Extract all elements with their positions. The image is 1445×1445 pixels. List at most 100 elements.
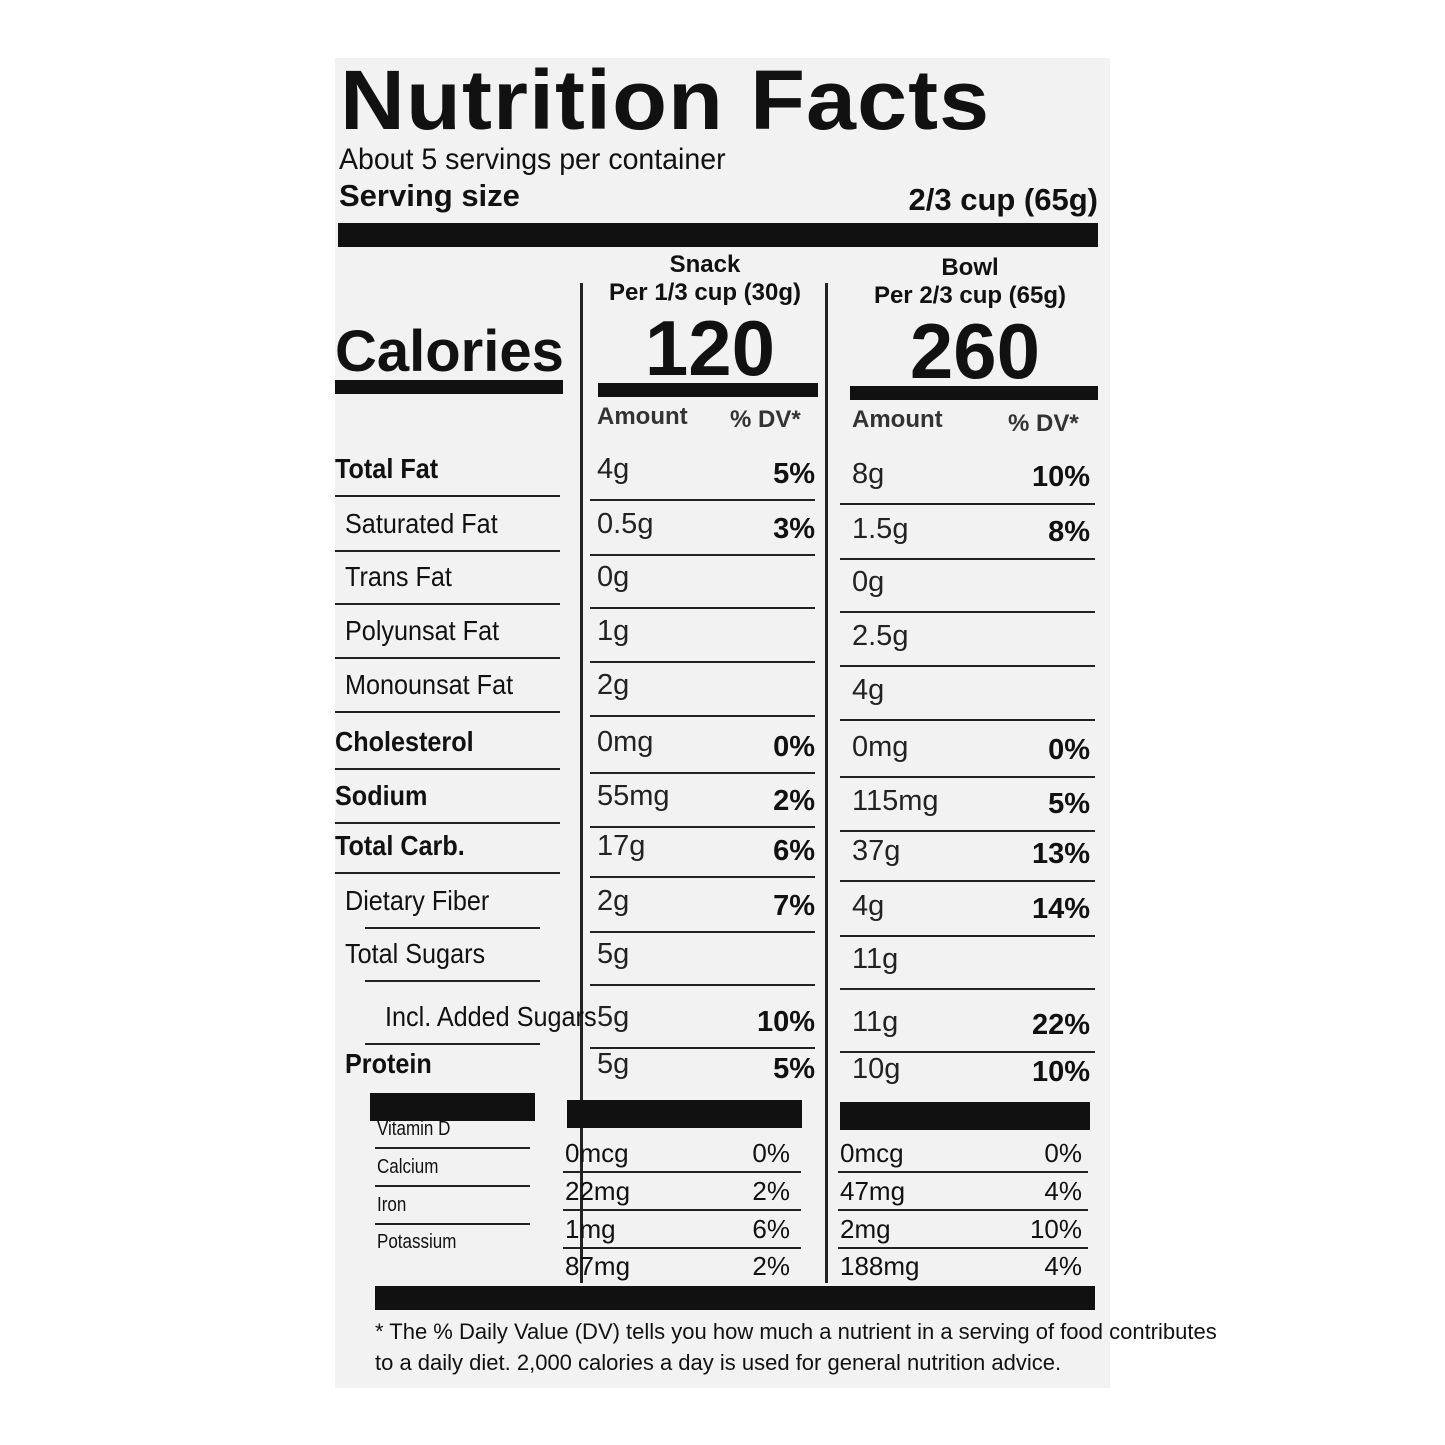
snack-dv-header: % DV* (730, 406, 801, 433)
snack-vitamin-dv: 6% (752, 1214, 790, 1244)
nutrient-label: Cholesterol (335, 726, 474, 757)
calories-label: Calories (335, 319, 564, 384)
snack-dv: 0% (773, 731, 815, 763)
vitamin-label: Vitamin D (377, 1118, 451, 1140)
snack-calories: 120 (644, 304, 776, 392)
snack-amount: 55mg (597, 780, 670, 812)
row-divider (335, 768, 560, 770)
row-divider (365, 927, 540, 929)
snack-dv: 2% (773, 785, 815, 817)
snack-dv: 10% (756, 1006, 815, 1038)
row-divider (563, 1171, 801, 1173)
row-divider (365, 980, 540, 982)
snack-name: Snack (669, 251, 741, 278)
row-divider (590, 876, 815, 878)
row-divider (840, 1051, 1095, 1053)
column-divider (825, 283, 828, 1283)
vitamin-label: Potassium (377, 1231, 457, 1253)
row-divider (375, 1147, 530, 1149)
bowl-header: Bowl Per 2/3 cup (65g) (845, 254, 1095, 310)
row-divider (365, 1043, 540, 1045)
row-divider (590, 931, 815, 933)
bowl-calories: 260 (909, 307, 1041, 395)
snack-amount: 4g (597, 453, 630, 485)
snack-vitamin-dv: 2% (752, 1251, 790, 1281)
nutrient-label: Polyunsat Fat (345, 615, 500, 646)
footnote-divider (375, 1286, 1095, 1310)
thick-divider (338, 223, 1098, 247)
vitamin-label: Calcium (377, 1156, 439, 1178)
snack-amount: 5g (597, 938, 630, 970)
snack-amount: 5g (597, 1048, 630, 1080)
bowl-dv: 8% (1048, 516, 1090, 548)
snack-vitamin-dv: 2% (752, 1176, 790, 1206)
nutrient-label: Sodium (335, 780, 428, 811)
column-divider (580, 283, 583, 1283)
row-divider (335, 603, 560, 605)
row-divider (590, 499, 815, 501)
row-divider (840, 935, 1095, 937)
bowl-amount: 11g (852, 1006, 899, 1038)
row-divider (840, 611, 1095, 613)
row-divider (840, 988, 1095, 990)
row-divider (590, 984, 815, 986)
row-divider (590, 772, 815, 774)
snack-amount: 5g (597, 1001, 630, 1033)
snack-vitamin-amount: 22mg (565, 1176, 631, 1206)
snack-dv: 7% (773, 890, 815, 922)
bowl-amount: 1.5g (852, 513, 909, 545)
row-divider (375, 1185, 530, 1187)
bowl-vitamin-dv: 10% (1029, 1214, 1082, 1244)
nutrient-label: Saturated Fat (345, 508, 498, 539)
nutrient-label: Incl. Added Sugars (385, 1001, 597, 1032)
bowl-vitamin-dv: 0% (1044, 1138, 1082, 1168)
row-divider (840, 719, 1095, 721)
calories-divider (850, 386, 1098, 400)
bowl-name: Bowl (941, 254, 999, 281)
vitamins-divider (370, 1093, 535, 1121)
bowl-vitamin-amount: 47mg (840, 1176, 906, 1206)
snack-dv: 3% (773, 513, 815, 545)
snack-amount: 17g (597, 830, 646, 862)
bowl-vitamin-amount: 188mg (840, 1251, 920, 1281)
bowl-amount: 8g (852, 458, 885, 490)
row-divider (838, 1247, 1088, 1249)
row-divider (590, 826, 815, 828)
row-divider (590, 554, 815, 556)
bowl-amount: 115mg (852, 785, 939, 817)
nutrient-label: Protein (345, 1048, 432, 1079)
snack-dv: 5% (773, 1053, 815, 1085)
calories-divider (598, 383, 818, 397)
row-divider (335, 495, 560, 497)
nutrient-label: Total Fat (335, 453, 439, 484)
vitamins-divider (567, 1100, 802, 1128)
footnote-line-2: to a daily diet. 2,000 calories a day is… (375, 1350, 1062, 1375)
bowl-amount: 0g (852, 566, 885, 598)
row-divider (838, 1171, 1088, 1173)
row-divider (335, 872, 560, 874)
snack-amount: 2g (597, 669, 630, 701)
row-divider (563, 1209, 801, 1211)
nutrient-label: Monounsat Fat (345, 669, 514, 700)
footnote-line-1: * The % Daily Value (DV) tells you how m… (375, 1319, 1217, 1344)
bowl-dv: 0% (1048, 734, 1090, 766)
snack-dv: 6% (773, 835, 815, 867)
bowl-amount-header: Amount (852, 406, 943, 433)
bowl-dv: 22% (1031, 1009, 1090, 1041)
row-divider (840, 665, 1095, 667)
nutrient-label: Trans Fat (345, 561, 452, 592)
snack-amount-header: Amount (597, 403, 688, 430)
row-divider (590, 661, 815, 663)
snack-amount: 0mg (597, 726, 654, 758)
bowl-amount: 2.5g (852, 620, 909, 652)
bowl-vitamin-amount: 2mg (840, 1214, 891, 1244)
row-divider (840, 558, 1095, 560)
snack-vitamin-amount: 87mg (565, 1251, 631, 1281)
nutrient-label: Dietary Fiber (345, 885, 490, 916)
bowl-amount: 11g (852, 943, 899, 975)
bowl-amount: 4g (852, 674, 885, 706)
bowl-dv: 10% (1031, 1056, 1090, 1088)
bowl-amount: 4g (852, 890, 885, 922)
bowl-amount: 0mg (852, 731, 909, 763)
bowl-vitamin-amount: 0mcg (840, 1138, 904, 1168)
